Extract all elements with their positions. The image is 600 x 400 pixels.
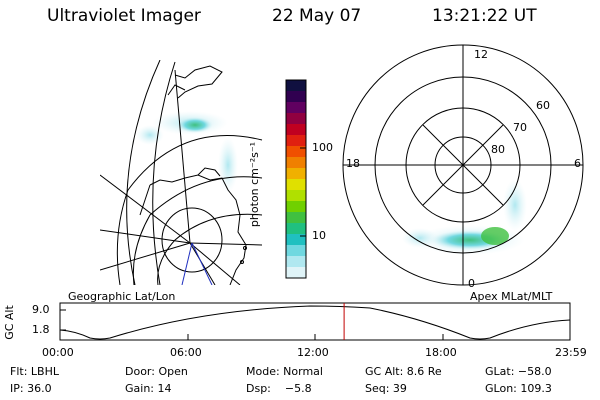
y-tick-9: 9.0 xyxy=(32,303,50,316)
colorbar-frame xyxy=(285,79,307,279)
gc-alt-info: GC Alt: 8.6 Re xyxy=(365,365,442,378)
colorbar-stripe xyxy=(286,223,306,235)
colorbar-stripe xyxy=(286,168,306,180)
colorbar-stripe xyxy=(286,190,306,202)
colorbar-ticks xyxy=(300,147,306,237)
geo-aurora-emission xyxy=(136,111,238,193)
apex-mlat-label: Apex MLat/MLT xyxy=(470,290,553,303)
colorbar-stripe xyxy=(286,124,306,136)
colorbar-stripe xyxy=(286,212,306,224)
gc-alt-axis-label: GC Alt xyxy=(2,305,16,340)
glat-info: GLat: −58.0 xyxy=(485,365,552,378)
colorbar-stripe xyxy=(286,245,306,257)
lat-label-60: 60 xyxy=(536,99,550,112)
colorbar-stripe xyxy=(286,267,306,279)
colorbar-tick-100: 100 xyxy=(312,141,333,154)
date-label: 22 May 07 xyxy=(272,6,362,26)
mlt-label-12: 12 xyxy=(474,48,488,61)
gain-info: Gain: 14 xyxy=(125,382,172,395)
colorbar-stripe xyxy=(286,256,306,268)
mode-info: Mode: Normal xyxy=(246,365,323,378)
x-tick-2359: 23:59 xyxy=(555,346,587,359)
colorbar-stripe xyxy=(286,179,306,191)
time-label: 13:21:22 UT xyxy=(432,6,537,26)
lat-label-80: 80 xyxy=(491,143,505,156)
seq-info: Seq: 39 xyxy=(365,382,407,395)
colorbar xyxy=(286,80,306,279)
colorbar-stripe xyxy=(286,91,306,103)
colorbar-tick-10: 10 xyxy=(312,229,326,242)
colorbar-stripe xyxy=(286,146,306,158)
colorbar-stripe xyxy=(286,135,306,147)
timeline-plot xyxy=(59,302,571,341)
colorbar-unit-label: photon cm⁻²s⁻¹ xyxy=(248,141,262,228)
colorbar-stripe xyxy=(286,113,306,125)
x-tick-1200: 12:00 xyxy=(297,346,329,359)
colorbar-stripe xyxy=(286,201,306,213)
y-tick-1-8: 1.8 xyxy=(32,323,50,336)
geographic-map xyxy=(100,60,263,285)
instrument-title: Ultraviolet Imager xyxy=(47,6,201,26)
glon-info: GLon: 109.3 xyxy=(485,382,552,395)
polar-plot xyxy=(342,44,584,286)
polar-aurora-emission xyxy=(402,179,527,255)
mlt-label-0: 0 xyxy=(468,277,475,290)
dsp-info: Dsp: −5.8 xyxy=(246,382,312,395)
ip-info: IP: 36.0 xyxy=(10,382,52,395)
flt-info: Flt: LBHL xyxy=(10,365,59,378)
x-tick-0600: 06:00 xyxy=(170,346,202,359)
colorbar-stripe xyxy=(286,80,306,92)
altitude-curve xyxy=(59,305,571,340)
lat-label-70: 70 xyxy=(513,121,527,134)
geo-latlon-label: Geographic Lat/Lon xyxy=(68,290,176,303)
mlt-label-18: 18 xyxy=(346,157,360,170)
colorbar-stripe xyxy=(286,234,306,246)
door-info: Door: Open xyxy=(125,365,188,378)
x-tick-1800: 18:00 xyxy=(425,346,457,359)
colorbar-stripe xyxy=(286,157,306,169)
mlt-label-6: 6 xyxy=(574,157,581,170)
colorbar-stripe xyxy=(286,102,306,114)
x-tick-0000: 00:00 xyxy=(42,346,74,359)
